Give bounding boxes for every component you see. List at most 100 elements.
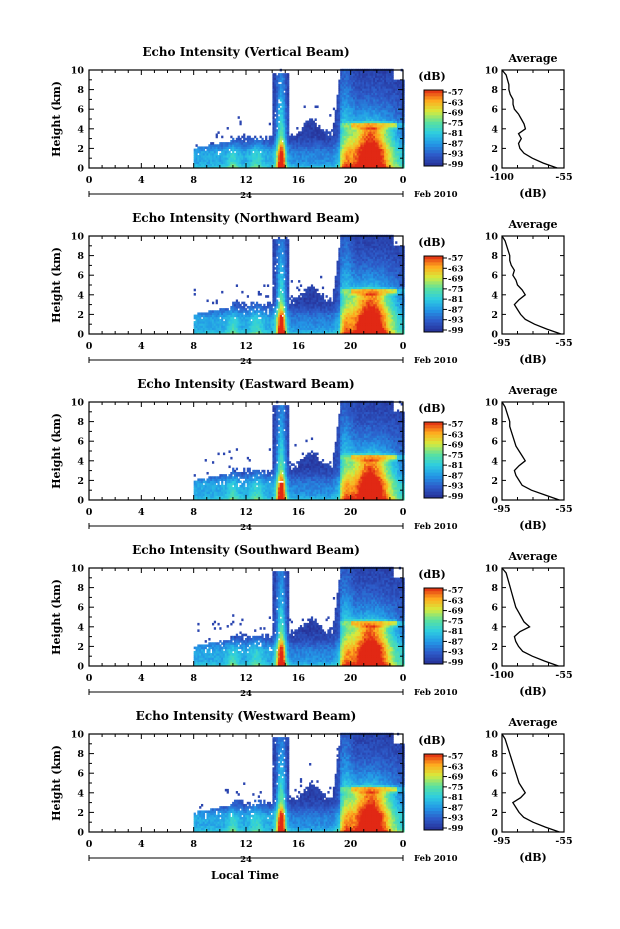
heatmap-cell <box>236 284 238 287</box>
heatmap-cell <box>216 300 218 303</box>
heatmap-cell <box>194 293 196 296</box>
colorbar-segment <box>424 119 443 123</box>
heatmap-cell <box>247 295 249 298</box>
colorbar-segment <box>424 134 443 138</box>
colorbar-segment <box>424 96 443 100</box>
colorbar-tick-label: -93 <box>448 150 463 160</box>
average-x-label: (dB) <box>519 187 546 200</box>
y-tick-label: 4 <box>77 124 84 135</box>
colorbar-segment <box>424 160 443 164</box>
x-axis-label-local-time: Local Time <box>211 869 279 882</box>
colorbar-segment <box>424 150 443 154</box>
heatmap-cell <box>238 116 240 119</box>
colorbar-unit: (dB) <box>418 70 445 83</box>
average-y-tick-label: 10 <box>485 66 499 77</box>
colorbar-segment <box>424 125 443 129</box>
heatmap-cell <box>329 114 331 117</box>
heatmap-cell <box>265 136 267 139</box>
heatmap-cell <box>267 295 269 298</box>
colorbar-segment <box>424 90 443 94</box>
heatmap-cell <box>300 284 302 287</box>
colorbar-segment <box>424 109 443 113</box>
average-x-tick-label: -100 <box>490 172 514 183</box>
colorbar-segment <box>424 93 443 97</box>
heatmap-cell <box>318 125 320 128</box>
colorbar-segment <box>424 131 443 135</box>
average-title: Average <box>507 52 557 65</box>
average-y-tick-label: 2 <box>491 144 498 155</box>
day-label: 24 <box>240 191 252 201</box>
heatmap-cell <box>326 295 328 298</box>
heatmap-cell <box>269 123 271 126</box>
heatmap-cell <box>316 289 318 292</box>
heatmap-cell <box>320 276 322 279</box>
date-label: Feb 2010 <box>414 190 458 200</box>
x-tick-label: 4 <box>138 175 145 186</box>
colorbar-segment <box>424 122 443 126</box>
colorbar-segment <box>424 144 443 148</box>
average-y-tick-label: 8 <box>491 85 498 96</box>
heatmap-cell <box>287 73 289 76</box>
colorbar-segment <box>424 157 443 161</box>
x-tick-label: 8 <box>190 175 197 186</box>
heatmap-cell <box>267 284 269 287</box>
colorbar-tick-label: -87 <box>448 139 463 149</box>
heatmap-cell <box>291 280 293 283</box>
heatmap-cell <box>315 118 317 121</box>
average-y-tick-label: 4 <box>491 124 498 135</box>
heatmap-cell <box>287 239 289 242</box>
heatmap-cell <box>239 121 241 124</box>
average-profile-line <box>502 70 557 168</box>
heatmap-cell <box>227 127 229 130</box>
colorbar-segment <box>424 141 443 145</box>
colorbar-tick-label: -81 <box>448 129 463 139</box>
colorbar-segment <box>424 115 443 119</box>
panel-title: Echo Intensity (Northward Beam) <box>132 211 360 225</box>
x-tick-label: 20 <box>344 175 358 186</box>
panel-1: Echo Intensity (Vertical Beam)0246810Hei… <box>50 45 573 201</box>
colorbar-tick-label: -69 <box>448 109 463 119</box>
colorbar-segment <box>424 128 443 132</box>
x-tick-label: 16 <box>292 175 306 186</box>
colorbar-tick-label: -99 <box>448 160 463 170</box>
average-x-tick-label: -55 <box>555 172 572 183</box>
heatmap-cell <box>241 291 243 294</box>
colorbar-segment <box>424 100 443 104</box>
colorbar-segment <box>424 106 443 110</box>
heatmap-cell <box>322 287 324 290</box>
heatmap-cell <box>260 293 262 296</box>
colorbar-tick-label: -75 <box>448 119 463 129</box>
heatmap <box>194 235 405 335</box>
colorbar-tick-label: -57 <box>448 88 463 98</box>
y-tick-label: 6 <box>77 105 84 116</box>
average-frame <box>502 70 564 168</box>
colorbar-segment <box>424 153 443 157</box>
x-tick-label: 0 <box>86 175 93 186</box>
y-axis-label: Height (km) <box>50 81 63 157</box>
y-tick-label: 8 <box>77 85 84 96</box>
heatmap-cell <box>322 293 324 296</box>
heatmap <box>194 69 405 169</box>
panel-title: Echo Intensity (Vertical Beam) <box>142 45 349 59</box>
heatmap-cell <box>315 123 317 126</box>
heatmap-cell <box>217 131 219 134</box>
y-tick-label: 2 <box>77 144 84 155</box>
heatmap-cell <box>206 300 208 303</box>
colorbar-segment <box>424 112 443 116</box>
heatmap-cell <box>194 289 196 292</box>
y-tick-label: 10 <box>71 66 85 77</box>
heatmap-cell <box>304 105 306 108</box>
heatmap-cell <box>212 302 214 305</box>
colorbar-segment <box>424 147 443 151</box>
heatmap-cell <box>329 297 331 300</box>
x-tick-label: 0 <box>400 175 407 186</box>
heatmap-cell <box>263 284 265 287</box>
x-tick-label: 12 <box>239 175 252 186</box>
average-y-tick-label: 6 <box>491 105 498 116</box>
heatmap-cell <box>298 280 300 283</box>
heatmap-cell <box>316 105 318 108</box>
heatmap-cell <box>296 127 298 130</box>
heatmap-cell <box>221 136 223 139</box>
colorbar-tick-label: -63 <box>448 98 463 108</box>
colorbar-segment <box>424 138 443 142</box>
